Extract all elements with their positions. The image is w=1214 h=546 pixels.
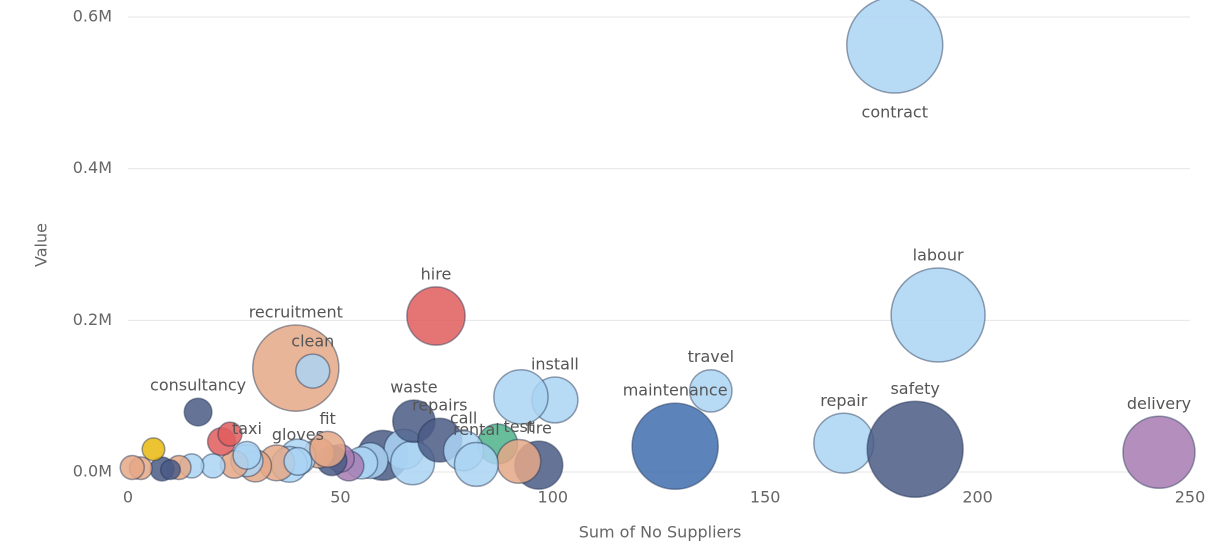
y-tick-label: 0.6M: [73, 7, 112, 26]
bubble: [183, 397, 213, 427]
bubble-label: waste: [390, 378, 437, 397]
bubble: [309, 430, 347, 468]
bubble-label: maintenance: [623, 381, 728, 400]
bubble-label: clean: [291, 332, 334, 351]
bubble: [866, 400, 964, 498]
x-tick-label: 50: [330, 488, 350, 507]
bubble-label: taxi: [232, 419, 262, 438]
bubble-label: recruitment: [249, 303, 343, 322]
bubble-label: repairs: [412, 396, 467, 415]
y-axis-title: Value: [32, 223, 51, 267]
y-tick-label: 0.2M: [73, 310, 112, 329]
bubble: [295, 353, 331, 389]
bubble: [232, 440, 262, 470]
bubble: [493, 369, 549, 425]
bubble: [251, 324, 340, 412]
bubble: [631, 402, 719, 491]
bubble-label: consultancy: [150, 376, 246, 395]
bubble-label: contract: [862, 103, 928, 122]
bubble-label: rental: [453, 420, 500, 439]
y-tick-label: 0.4M: [73, 158, 112, 177]
y-tick-label: 0.0M: [73, 462, 112, 481]
bubble-label: repair: [820, 391, 867, 410]
bubble-label: labour: [913, 246, 964, 265]
bubble-label: hire: [421, 264, 452, 283]
bubble-label: gloves: [272, 425, 324, 444]
bubble-label: call: [450, 408, 478, 427]
x-tick-label: 150: [750, 488, 781, 507]
x-tick-label: 100: [538, 488, 569, 507]
bubble: [688, 368, 733, 413]
x-tick-label: 250: [1175, 488, 1206, 507]
x-tick-label: 0: [123, 488, 133, 507]
bubble: [496, 438, 542, 485]
bubble-label: fire: [526, 419, 552, 438]
bubble: [283, 446, 313, 476]
bubble: [141, 437, 166, 462]
bubble: [453, 441, 499, 488]
bubble: [200, 453, 226, 479]
x-axis-title: Sum of No Suppliers: [579, 523, 742, 542]
bubble: [846, 0, 944, 94]
bubble: [1122, 415, 1196, 490]
bubble-label: safety: [890, 379, 939, 398]
bubble: [217, 421, 243, 447]
bubble: [890, 267, 986, 363]
bubble: [159, 459, 182, 481]
bubble-label: delivery: [1127, 394, 1191, 413]
bubble: [813, 412, 875, 474]
bubble-label: install: [531, 354, 579, 373]
bubble-label: travel: [688, 347, 734, 366]
bubble: [406, 286, 466, 346]
bubble-label: test: [503, 417, 534, 436]
bubble: [119, 454, 145, 481]
x-tick-label: 200: [962, 488, 993, 507]
bubble-label: fit: [319, 409, 335, 428]
